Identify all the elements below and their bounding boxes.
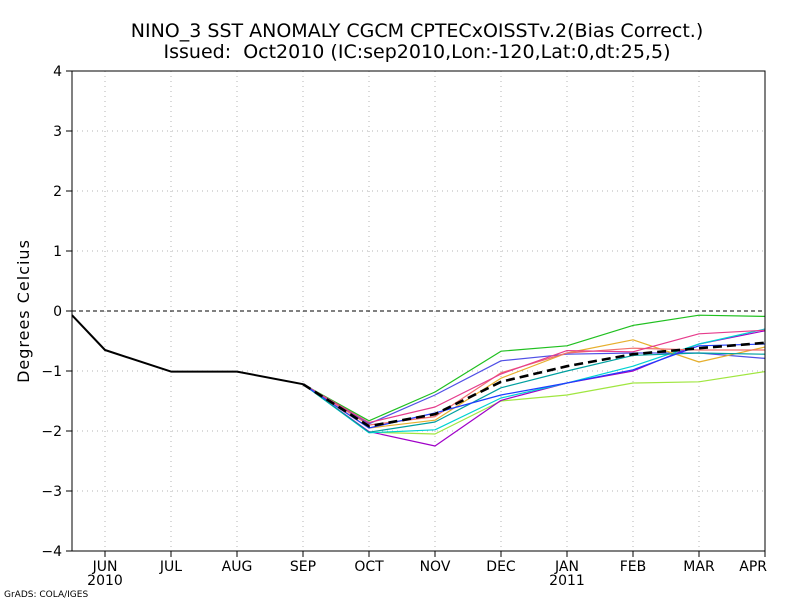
y-tick-label: 4 <box>53 64 62 80</box>
x-tick-label-aug: AUG <box>222 559 253 575</box>
y-tick-label: 1 <box>53 244 62 260</box>
y-tick-label: −1 <box>41 364 62 380</box>
x-tick-label-jul: JUL <box>159 559 182 575</box>
grid-lines <box>72 71 765 551</box>
series-line-member-7 <box>302 347 765 426</box>
x-axis-ticks: JUN JUL AUG SEP OCT NOV DEC JAN FEB MAR APR 2010 201… <box>87 551 767 589</box>
x-tick-label-oct: OCT <box>354 559 384 575</box>
ensemble-mean-line <box>302 341 766 428</box>
x-tick-label-apr: APR <box>739 559 767 575</box>
ensemble-member-lines <box>302 314 766 447</box>
observed-line <box>71 314 304 386</box>
y-tick-label: −4 <box>41 544 62 560</box>
y-tick-label: 3 <box>53 124 62 140</box>
series-line-member-6 <box>302 339 766 429</box>
x-tick-label-nov: NOV <box>420 559 451 575</box>
x-tick-label-jun: JUN <box>92 559 118 575</box>
year-label-2010: 2010 <box>87 573 123 589</box>
x-tick-label-mar: MAR <box>683 559 715 575</box>
series-line-member-9 <box>302 352 766 433</box>
y-tick-label: 0 <box>53 304 62 320</box>
chart-title: NINO_3 SST ANOMALY CGCM CPTECxOISSTv.2(B… <box>131 20 703 42</box>
series-line-member-5 <box>302 328 766 434</box>
x-tick-label-dec: DEC <box>486 559 516 575</box>
y-tick-label: −3 <box>41 484 62 500</box>
y-axis-label: Degrees Celcius <box>14 239 33 383</box>
chart-subtitle: Issued: Oct2010 (IC:sep2010,Lon:-120,Lat… <box>164 41 671 63</box>
series-line-member-1 <box>302 314 766 422</box>
main-lines <box>71 314 766 428</box>
grads-credit: GrADS: COLA/IGES <box>4 590 88 600</box>
x-tick-label-jan: JAN <box>554 559 579 575</box>
series-line-member-8 <box>302 329 766 424</box>
y-tick-label: −2 <box>41 424 62 440</box>
x-tick-label-sep: SEP <box>290 559 316 575</box>
series-line-member-10 <box>302 343 766 429</box>
year-label-2011: 2011 <box>549 573 585 589</box>
x-tick-label-feb: FEB <box>620 559 647 575</box>
y-tick-label: 2 <box>53 184 62 200</box>
y-axis-ticks: 4 3 2 1 0 −1 −2 −3 −4 <box>41 64 72 560</box>
